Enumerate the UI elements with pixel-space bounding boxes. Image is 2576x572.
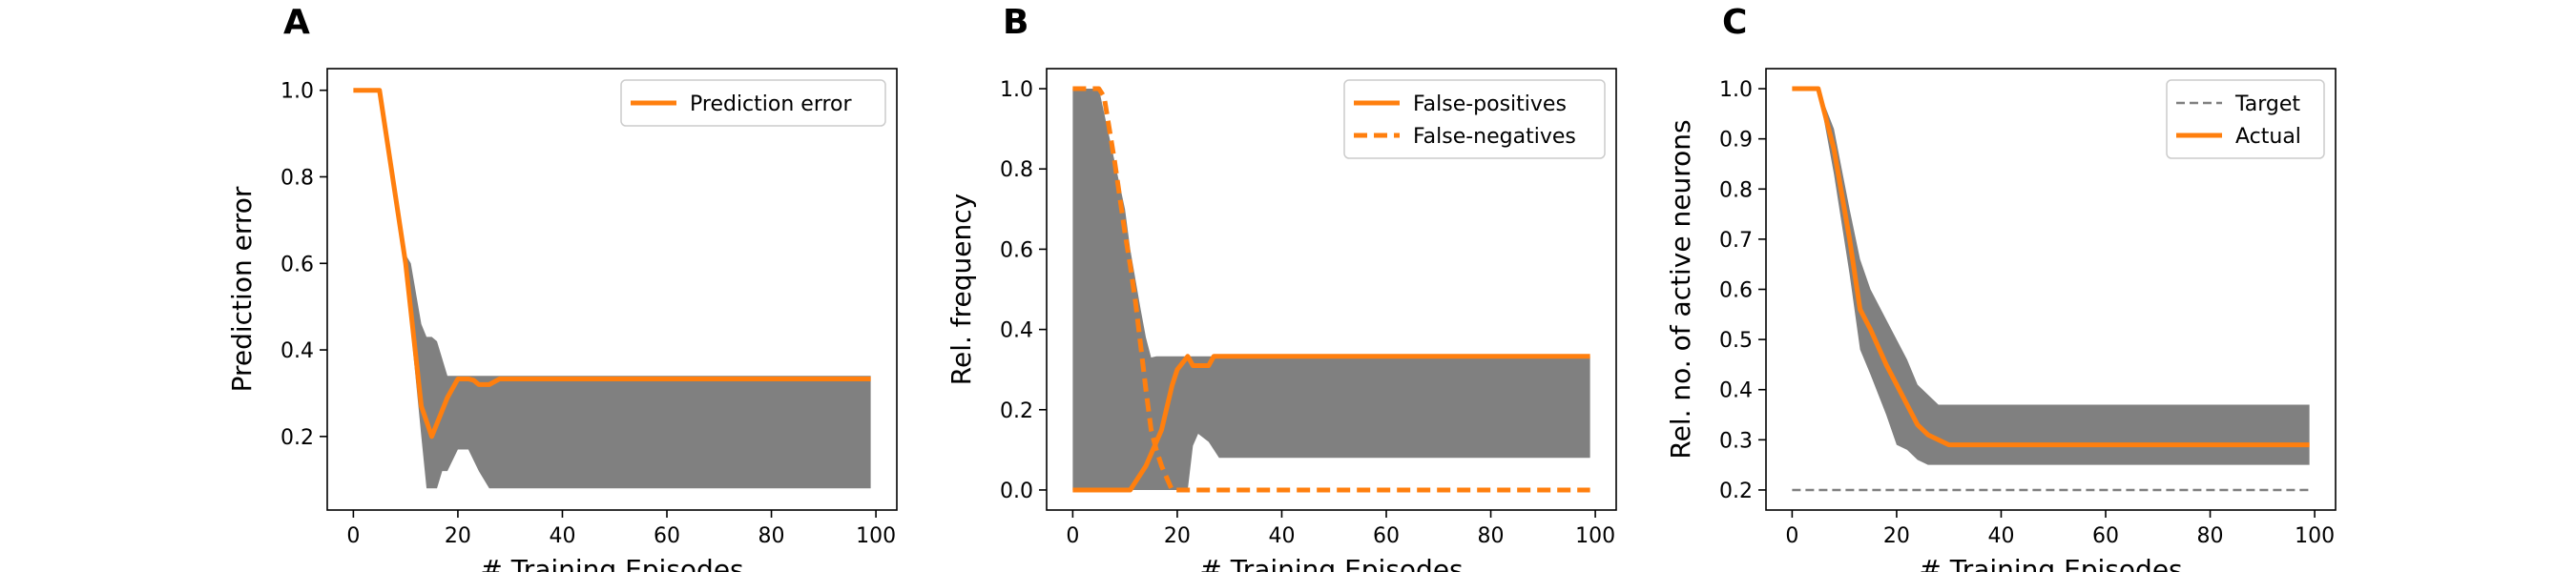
legend-label-c-0: Target bbox=[2234, 92, 2300, 116]
panel-b: 0 20 40 60 80 100 0.0 0.2 0.4 0.6 0.8 1.0 # Training… bbox=[945, 3, 1617, 572]
x-tick-label-c-1: 20 bbox=[1883, 524, 1910, 548]
y-tick-label-a-3: 0.8 bbox=[280, 166, 314, 190]
x-tick-label-a-1: 20 bbox=[445, 524, 471, 548]
panel-letter-c: C bbox=[1722, 3, 1747, 42]
band-a bbox=[353, 90, 871, 489]
x-tick-label-a-2: 40 bbox=[549, 524, 575, 548]
series-line-b-1 bbox=[1072, 86, 1590, 493]
x-tick-label-c-2: 40 bbox=[1987, 524, 2014, 548]
y-tick-label-a-2: 0.6 bbox=[280, 253, 314, 276]
series-line-b-0 bbox=[1072, 354, 1590, 493]
y-tick-label-a-4: 1.0 bbox=[280, 80, 314, 104]
x-axis-label-a: # Training Episodes bbox=[480, 554, 743, 572]
plot-area-c bbox=[1792, 86, 2310, 492]
band-c bbox=[1792, 89, 2310, 465]
y-tick-label-c-3: 0.5 bbox=[1719, 329, 1753, 353]
y-axis-label-a: Prediction error bbox=[226, 186, 258, 392]
legend-box-b bbox=[1343, 79, 1606, 159]
x-axis-label-b: # Training Episodes bbox=[1199, 554, 1463, 572]
y-tick-label-a-0: 0.2 bbox=[280, 426, 314, 450]
legend-label-a-0: Prediction error bbox=[690, 92, 852, 116]
y-tick-label-c-2: 0.4 bbox=[1719, 379, 1753, 403]
x-tick-label-a-3: 60 bbox=[654, 524, 680, 548]
x-tick-label-b-3: 60 bbox=[1373, 524, 1400, 548]
y-tick-label-c-1: 0.3 bbox=[1719, 429, 1753, 453]
x-tick-label-c-0: 0 bbox=[1785, 524, 1798, 548]
panel-letter-b: B bbox=[1003, 3, 1028, 42]
legend-label-b-0: False-positives bbox=[1413, 92, 1567, 116]
y-tick-label-b-2: 0.4 bbox=[1000, 319, 1033, 343]
y-tick-label-c-6: 0.8 bbox=[1719, 178, 1753, 202]
x-tick-label-a-0: 0 bbox=[346, 524, 360, 548]
y-axis-label-b: Rel. frequency bbox=[945, 194, 977, 385]
y-tick-label-c-8: 1.0 bbox=[1719, 78, 1753, 102]
x-tick-label-c-3: 60 bbox=[2092, 524, 2119, 548]
plot-frame-b bbox=[1046, 68, 1617, 511]
y-tick-label-b-3: 0.6 bbox=[1000, 238, 1033, 262]
y-tick-label-a-1: 0.4 bbox=[280, 339, 314, 363]
y-tick-label-c-5: 0.7 bbox=[1719, 229, 1753, 253]
y-tick-label-b-1: 0.2 bbox=[1000, 399, 1033, 423]
legend-b: False-positives False-negatives bbox=[1343, 79, 1606, 159]
y-tick-label-c-7: 0.9 bbox=[1719, 129, 1753, 153]
x-tick-label-b-0: 0 bbox=[1066, 524, 1079, 548]
legend-label-b-1: False-negatives bbox=[1413, 125, 1576, 149]
legend-label-c-1: Actual bbox=[2235, 125, 2301, 149]
plot-frame-a bbox=[326, 68, 898, 511]
band-b bbox=[1072, 89, 1590, 490]
series-line-a-0 bbox=[353, 88, 871, 439]
y-tick-label-c-4: 0.6 bbox=[1719, 279, 1753, 303]
legend-box-a bbox=[620, 79, 886, 127]
legend-c: Target Actual bbox=[2166, 79, 2325, 159]
plot-area-a bbox=[353, 88, 871, 489]
x-tick-label-c-4: 80 bbox=[2197, 524, 2224, 548]
y-tick-label-c-0: 0.2 bbox=[1719, 480, 1753, 503]
x-tick-label-a-4: 80 bbox=[758, 524, 785, 548]
panel-c: 0 20 40 60 80 100 0.2 0.3 0.4 0.5 0.6 0.7 0.8 0.9 1.0 #… bbox=[1665, 3, 2337, 572]
x-tick-label-b-5: 100 bbox=[1575, 524, 1615, 548]
y-tick-label-b-4: 0.8 bbox=[1000, 158, 1033, 182]
x-tick-label-b-2: 40 bbox=[1268, 524, 1295, 548]
x-tick-label-b-4: 80 bbox=[1478, 524, 1505, 548]
panel-a: 0 20 40 60 80 100 0.2 0.4 0.6 0.8 1.0 # Training Ep… bbox=[226, 3, 898, 572]
x-tick-label-c-5: 100 bbox=[2295, 524, 2335, 548]
y-axis-label-c: Rel. no. of active neurons bbox=[1665, 119, 1696, 459]
x-tick-label-b-1: 20 bbox=[1164, 524, 1191, 548]
y-tick-label-b-0: 0.0 bbox=[1000, 480, 1033, 503]
series-line-c-1 bbox=[1792, 86, 2310, 448]
legend-a: Prediction error bbox=[620, 79, 886, 127]
x-axis-label-c: # Training Episodes bbox=[1919, 554, 2182, 572]
panel-letter-a: A bbox=[283, 3, 310, 42]
plot-area-b bbox=[1072, 86, 1590, 493]
y-tick-label-b-5: 1.0 bbox=[1000, 78, 1033, 102]
legend-box-c bbox=[2166, 79, 2325, 159]
x-tick-label-a-5: 100 bbox=[856, 524, 896, 548]
